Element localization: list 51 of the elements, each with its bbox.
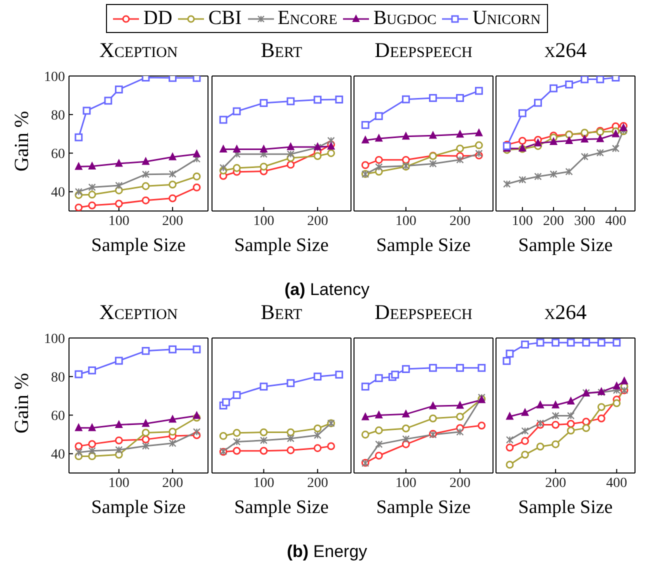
x-tick-label: 200 — [162, 214, 184, 229]
chart-title: Bert — [260, 38, 304, 63]
x-tick-label: 100 — [395, 476, 416, 491]
y-tick-label: 60 — [51, 147, 65, 162]
x-tick-label: 200 — [450, 476, 471, 491]
x-axis-title: Sample Size — [376, 497, 471, 518]
x-tick-label: 200 — [450, 214, 471, 229]
y-tick-label: 100 — [44, 332, 65, 347]
x-tick-label: 200 — [307, 214, 328, 229]
legend-label: Bugdoc — [373, 7, 436, 30]
x-axis-title: Sample Size — [376, 235, 471, 256]
x-tick-label: 100 — [253, 214, 274, 229]
y-axis-title: Gain % — [11, 110, 34, 172]
legend-label: CBI — [208, 7, 242, 30]
x-tick-label: 200 — [162, 476, 184, 491]
x-axis-title: Sample Size — [234, 235, 329, 256]
y-axis-title: Gain % — [11, 372, 34, 434]
x-tick-label: 200 — [543, 214, 564, 229]
x-tick-label: 200 — [545, 476, 566, 491]
chart-title: Xception — [98, 300, 179, 325]
x-tick-label: 400 — [606, 476, 628, 491]
x-axis-title: Sample Size — [518, 235, 613, 256]
y-tick-label: 100 — [44, 70, 65, 85]
legend-label: DD — [143, 7, 172, 30]
chart-title: x264 — [543, 300, 588, 325]
x-axis-title: Sample Size — [234, 497, 329, 518]
x-axis-title: Sample Size — [518, 497, 613, 518]
y-tick-label: 40 — [51, 186, 65, 201]
x-tick-label: 100 — [395, 214, 416, 229]
chart-title: Xception — [98, 38, 179, 63]
x-tick-label: 100 — [512, 214, 533, 229]
text: (a) Latency — [283, 280, 371, 300]
chart-title: Bert — [260, 300, 304, 325]
x-tick-label: 300 — [574, 214, 596, 229]
x-tick-label: 200 — [307, 476, 328, 491]
x-tick-label: 100 — [108, 214, 130, 229]
legend-label: Unicorn — [472, 7, 541, 30]
x-tick-label: 400 — [605, 214, 626, 229]
legend-label: Encore — [278, 7, 338, 30]
x-axis-title: Sample Size — [91, 235, 186, 256]
x-tick-label: 100 — [253, 476, 274, 491]
x-axis-title: Sample Size — [91, 497, 186, 518]
chart-title: Deepspeech — [374, 300, 474, 325]
text: (b) Energy — [286, 542, 368, 562]
chart-title: Deepspeech — [374, 38, 474, 63]
y-tick-label: 40 — [51, 448, 65, 463]
x-tick-label: 100 — [108, 476, 130, 491]
y-tick-label: 80 — [51, 370, 65, 386]
y-tick-label: 60 — [51, 409, 65, 424]
y-tick-label: 80 — [51, 108, 65, 124]
chart-title: x264 — [543, 38, 588, 63]
